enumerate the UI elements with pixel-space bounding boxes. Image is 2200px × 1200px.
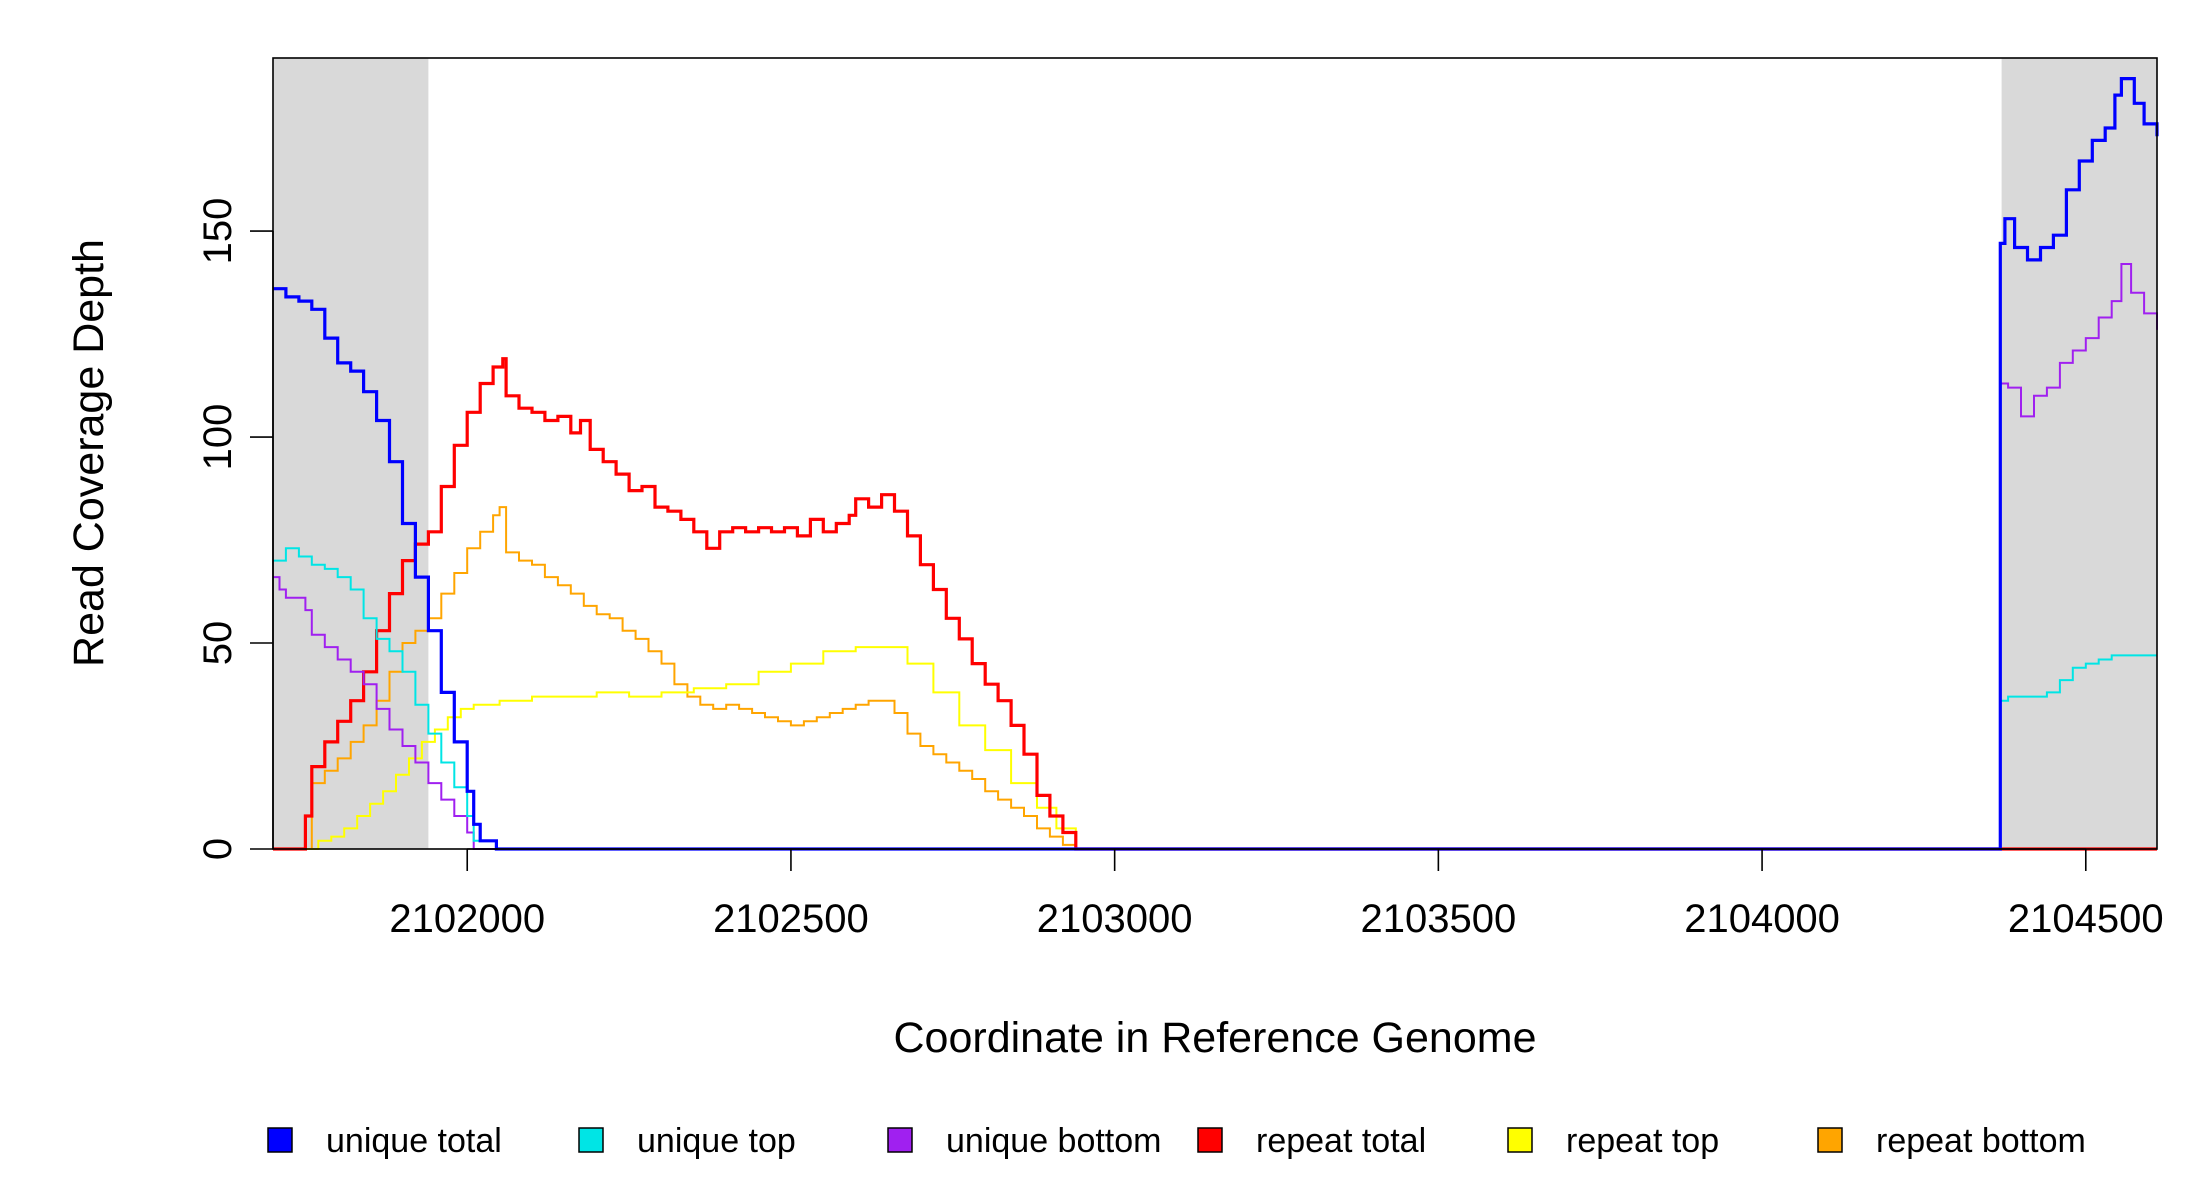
- legend: unique total unique top unique bottom repea…: [267, 1122, 2086, 1160]
- series-line-repeat-total: [273, 357, 2157, 851]
- legend-swatch-unique-bottom: [887, 1127, 913, 1153]
- x-tick-label: 2102000: [389, 897, 545, 941]
- series-line-repeat-top: [273, 646, 2157, 850]
- x-axis: 2102000 2102500 2103000 2103500 2104000 21045…: [389, 848, 2164, 941]
- legend-label-repeat-top: repeat top: [1566, 1122, 1719, 1160]
- shaded-regions: [273, 58, 2157, 849]
- legend-label-repeat-bottom: repeat bottom: [1876, 1122, 2086, 1160]
- shaded-region-1: [273, 58, 429, 849]
- legend-swatch-unique-total: [267, 1127, 293, 1153]
- legend-swatch-repeat-bottom: [1817, 1127, 1843, 1153]
- plot-frame: [272, 57, 2158, 850]
- series-lines: [273, 77, 2159, 851]
- y-tick-label: 50: [196, 621, 240, 666]
- legend-swatch-repeat-top: [1507, 1127, 1533, 1153]
- y-tick-label: 150: [196, 198, 240, 265]
- y-tick-label: 100: [196, 404, 240, 471]
- series-line-unique-top: [273, 547, 2157, 850]
- y-tick-label: 0: [196, 838, 240, 860]
- legend-swatch-unique-top: [578, 1127, 604, 1153]
- legend-swatch-repeat-total: [1197, 1127, 1223, 1153]
- x-tick-label: 2103000: [1037, 897, 1193, 941]
- x-tick-label: 2104500: [2008, 897, 2164, 941]
- series-line-repeat-bottom: [273, 506, 2157, 850]
- legend-label-unique-bottom: unique bottom: [946, 1122, 1162, 1160]
- y-axis: 0 50 100 150: [196, 198, 274, 860]
- series-line-unique-bottom: [273, 263, 2158, 850]
- x-tick-label: 2104000: [1684, 897, 1840, 941]
- x-tick-label: 2102500: [713, 897, 869, 941]
- legend-label-repeat-total: repeat total: [1256, 1122, 1426, 1160]
- legend-label-unique-top: unique top: [637, 1122, 796, 1160]
- x-axis-title: Coordinate in Reference Genome: [894, 1014, 1537, 1062]
- y-axis-title: Read Coverage Depth: [65, 239, 113, 667]
- series-line-unique-total: [273, 77, 2159, 851]
- legend-label-unique-total: unique total: [326, 1122, 502, 1160]
- x-tick-label: 2103500: [1360, 897, 1516, 941]
